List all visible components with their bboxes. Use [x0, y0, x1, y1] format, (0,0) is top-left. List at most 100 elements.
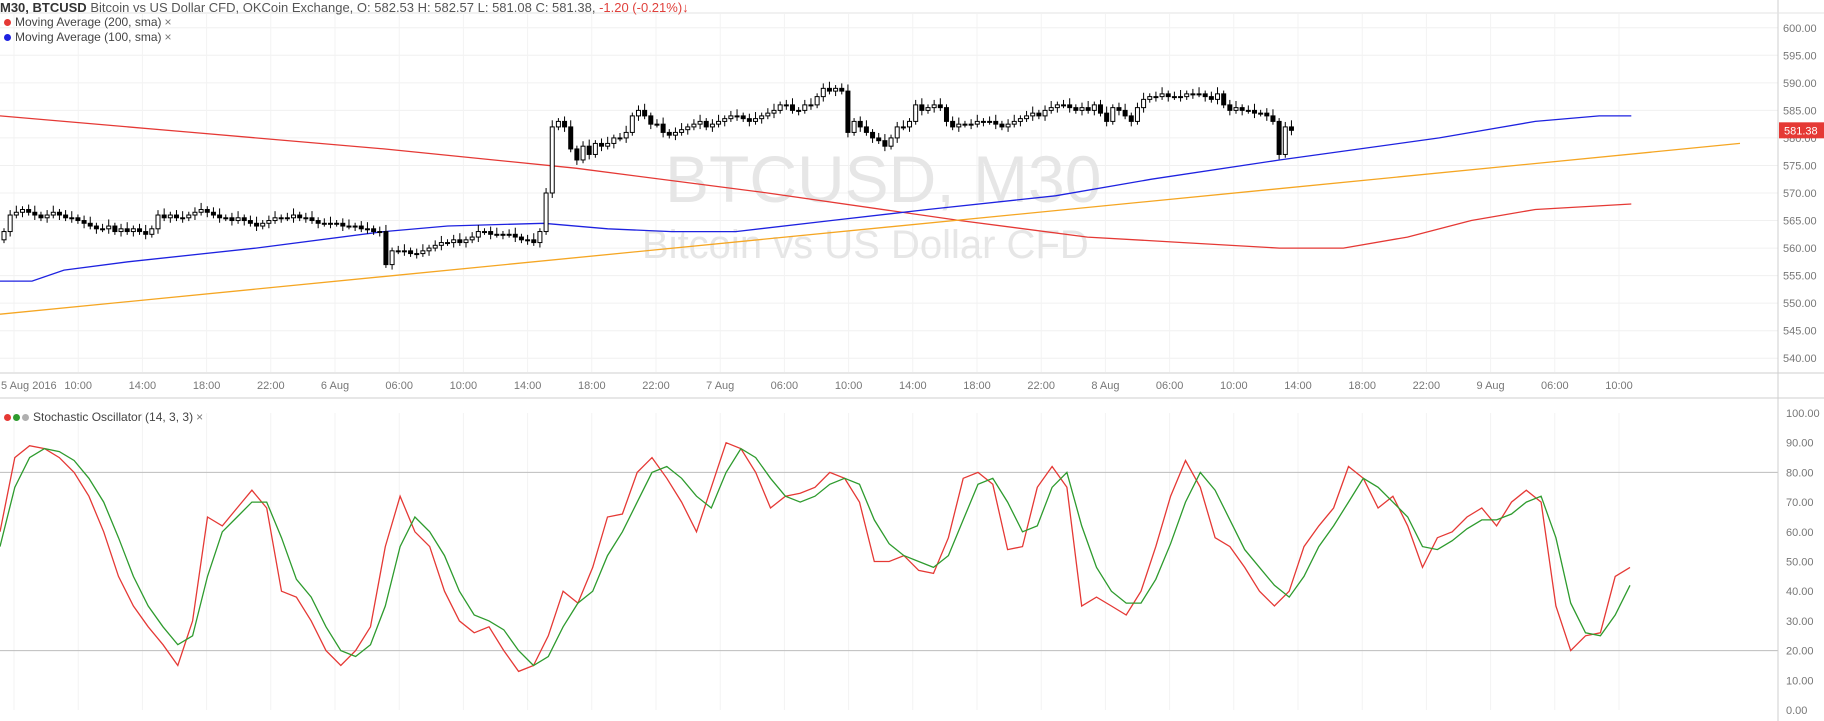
candle-body [666, 131, 672, 136]
candle-body [759, 115, 765, 120]
candle-body [968, 123, 974, 126]
legend-ma200[interactable]: Moving Average (200, sma) × [4, 14, 172, 30]
candle-body [845, 90, 851, 133]
candle-body [1153, 96, 1159, 99]
candle-body [488, 231, 494, 235]
x-tick-label: 06:00 [1156, 380, 1184, 392]
x-tick-label: 22:00 [642, 380, 670, 392]
candle-body [426, 247, 432, 252]
candle-body [1079, 107, 1085, 111]
x-tick-label: 18:00 [1348, 380, 1376, 392]
candle-body [980, 120, 986, 123]
y-tick-label: 585.00 [1783, 105, 1817, 117]
candle-body [1184, 93, 1190, 98]
last-price-box [1779, 122, 1824, 139]
close-icon[interactable]: × [164, 15, 172, 29]
candle-body [235, 217, 241, 222]
candle-body [1091, 104, 1097, 111]
candle-body [401, 250, 407, 253]
candle-body [1147, 96, 1153, 100]
candle-body [1085, 107, 1091, 111]
candle-body [364, 228, 370, 231]
candle-body [1054, 104, 1060, 109]
candle-body [247, 220, 253, 224]
x-tick-label: 14:00 [129, 380, 157, 392]
candle-body [1245, 109, 1251, 112]
close-icon[interactable]: × [196, 410, 204, 424]
last-price-label: 581.38 [1784, 125, 1818, 137]
x-tick-label: 10:00 [450, 380, 478, 392]
candle-body [457, 239, 463, 244]
candle-body [38, 214, 44, 219]
candle-body [229, 217, 235, 222]
stoch-y-tick-label: 100.00 [1786, 408, 1820, 420]
x-tick-label: 14:00 [514, 380, 542, 392]
ohlc-label: O: 582.53 H: 582.57 L: 581.08 C: 581.38, [356, 0, 596, 15]
stoch-y-tick-label: 30.00 [1786, 616, 1814, 628]
candle-body [137, 228, 143, 233]
candle-body [297, 214, 303, 219]
stoch-line-pct-k [0, 441, 1631, 673]
candle-body [69, 217, 75, 220]
y-tick-label: 550.00 [1783, 298, 1817, 310]
candle-body [1171, 96, 1177, 99]
red-dot-icon [4, 19, 11, 27]
candle-body [943, 107, 949, 122]
watermark-symbol: BTCUSD, M30 [665, 142, 1101, 216]
candle-body [291, 214, 297, 219]
line-trend-line [0, 142, 1741, 315]
candle-body [469, 236, 475, 241]
candle-body [685, 126, 691, 131]
chart-header: M30, BTCUSD Bitcoin vs US Dollar CFD, OK… [0, 0, 689, 16]
candle-body [445, 242, 451, 245]
x-tick-label: 06:00 [771, 380, 799, 392]
candle-body [679, 129, 685, 133]
candle-body [919, 104, 925, 111]
candle-body [900, 126, 906, 129]
candle-body [728, 115, 734, 120]
candles[interactable] [1, 81, 1294, 270]
candle-body [204, 209, 210, 213]
legend-ma100[interactable]: Moving Average (100, sma) × [4, 29, 172, 45]
candle-body [703, 120, 709, 128]
candle-body [709, 123, 715, 128]
candle-body [993, 120, 999, 125]
candle-body [241, 217, 247, 222]
legend-stochastic[interactable]: Stochastic Oscillator (14, 3, 3) × [4, 409, 203, 425]
candle-body [913, 104, 919, 122]
candle-body [500, 233, 506, 236]
candle-body [771, 109, 777, 114]
candle-body [1116, 107, 1122, 111]
candle-body [586, 145, 592, 155]
x-tick-label: 10:00 [835, 380, 863, 392]
stoch-y-tick-label: 40.00 [1786, 586, 1814, 598]
candle-body [1282, 126, 1288, 155]
y-tick-label: 545.00 [1783, 326, 1817, 338]
candle-body [789, 104, 795, 111]
candle-body [303, 217, 309, 220]
candle-body [537, 231, 543, 244]
candle-body [691, 123, 697, 128]
candle-body [87, 222, 93, 227]
candle-body [987, 120, 993, 123]
candle-body [746, 118, 752, 122]
candle-body [506, 233, 512, 236]
candle-body [1061, 104, 1067, 107]
stoch-y-tick-label: 60.00 [1786, 527, 1814, 539]
candle-body [555, 120, 561, 128]
candle-body [371, 228, 377, 233]
candle-body [284, 217, 290, 220]
candle-body [1017, 118, 1023, 122]
x-tick-label: 14:00 [899, 380, 927, 392]
candle-body [617, 137, 623, 140]
y-tick-label: 565.00 [1783, 216, 1817, 228]
description-label: Bitcoin vs US Dollar CFD, OKCoin Exchang… [90, 0, 354, 15]
candle-body [734, 115, 740, 118]
candle-body [950, 120, 956, 128]
candle-body [44, 214, 50, 219]
candle-body [796, 109, 802, 112]
close-icon[interactable]: × [164, 30, 172, 44]
candle-body [81, 220, 87, 224]
candle-body [518, 236, 524, 241]
candle-body [833, 87, 839, 92]
